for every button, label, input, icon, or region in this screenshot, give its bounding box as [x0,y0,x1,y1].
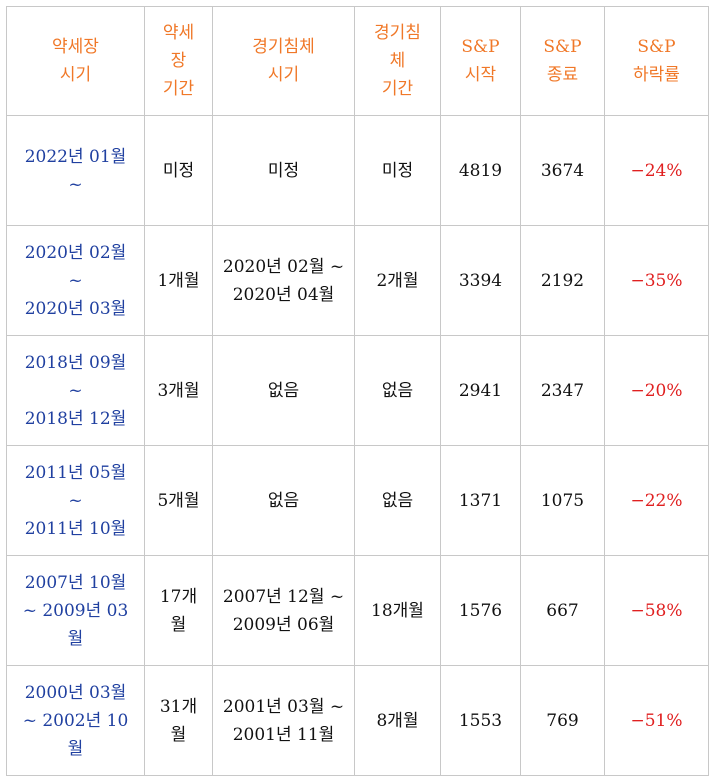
sp-drop-cell: −22% [604,445,709,556]
bear-period-cell: 2000년 03월 ~ 2002년 10 월 [6,665,145,776]
bear-period-cell: 2018년 09월 ~2018년 12월 [6,335,145,446]
recession-duration-cell: 2개월 [354,225,441,336]
table-row: 2007년 10월 ~ 2009년 03 월 17개 월 2007년 12월 ~200… [6,555,709,666]
sp-end-cell: 3674 [520,115,605,226]
recession-duration-cell: 18개월 [354,555,441,666]
table-row: 2000년 03월 ~ 2002년 10 월 31개 월 2001년 03월 ~200… [6,665,709,776]
sp-start-cell: 1576 [440,555,521,666]
header-sp-end: S&P 종료 [520,6,605,116]
recession-duration-cell: 없음 [354,445,441,556]
recession-period-cell: 미정 [212,115,355,226]
bear-period-cell: 2022년 01월 ~ [6,115,145,226]
header-row: 약세장 시기 약세 장 기간 경기침체 시기 경기침 체 기간 S&P 시작 S&P 종료 S&… [6,6,709,116]
recession-duration-cell: 미정 [354,115,441,226]
bear-duration-cell: 5개월 [144,445,213,556]
bear-duration-cell: 17개 월 [144,555,213,666]
header-sp-start: S&P 시작 [440,6,521,116]
sp-start-cell: 1371 [440,445,521,556]
bear-period-cell: 2007년 10월 ~ 2009년 03 월 [6,555,145,666]
bear-period-cell: 2020년 02월 ~2020년 03월 [6,225,145,336]
bear-period-cell: 2011년 05월 ~2011년 10월 [6,445,145,556]
sp-start-cell: 2941 [440,335,521,446]
recession-period-cell: 없음 [212,445,355,556]
header-recession-duration: 경기침 체 기간 [354,6,441,116]
recession-period-cell: 2007년 12월 ~2009년 06월 [212,555,355,666]
sp-drop-cell: −51% [604,665,709,776]
sp-drop-cell: −35% [604,225,709,336]
recession-duration-cell: 8개월 [354,665,441,776]
sp-end-cell: 769 [520,665,605,776]
header-recession-period: 경기침체 시기 [212,6,355,116]
sp-drop-cell: −20% [604,335,709,446]
sp-start-cell: 1553 [440,665,521,776]
bear-duration-cell: 1개월 [144,225,213,336]
sp-end-cell: 2347 [520,335,605,446]
recession-period-cell: 2001년 03월 ~2001년 11월 [212,665,355,776]
bear-market-table: 약세장 시기 약세 장 기간 경기침체 시기 경기침 체 기간 S&P 시작 S&P 종료 S&… [6,6,709,776]
table-row: 2011년 05월 ~2011년 10월 5개월 없음 없음 1371 1075 … [6,445,709,556]
sp-end-cell: 1075 [520,445,605,556]
table-row: 2018년 09월 ~2018년 12월 3개월 없음 없음 2941 2347 … [6,335,709,446]
table-row: 2022년 01월 ~ 미정 미정 미정 4819 3674 −24% [6,115,709,226]
bear-duration-cell: 3개월 [144,335,213,446]
table-row: 2020년 02월 ~2020년 03월 1개월 2020년 02월 ~2020년… [6,225,709,336]
recession-period-cell: 없음 [212,335,355,446]
sp-end-cell: 2192 [520,225,605,336]
header-bear-period: 약세장 시기 [6,6,145,116]
header-sp-drop: S&P 하락률 [604,6,709,116]
sp-start-cell: 3394 [440,225,521,336]
bear-duration-cell: 미정 [144,115,213,226]
header-bear-duration: 약세 장 기간 [144,6,213,116]
sp-drop-cell: −24% [604,115,709,226]
sp-start-cell: 4819 [440,115,521,226]
bear-duration-cell: 31개 월 [144,665,213,776]
recession-period-cell: 2020년 02월 ~2020년 04월 [212,225,355,336]
recession-duration-cell: 없음 [354,335,441,446]
sp-drop-cell: −58% [604,555,709,666]
sp-end-cell: 667 [520,555,605,666]
